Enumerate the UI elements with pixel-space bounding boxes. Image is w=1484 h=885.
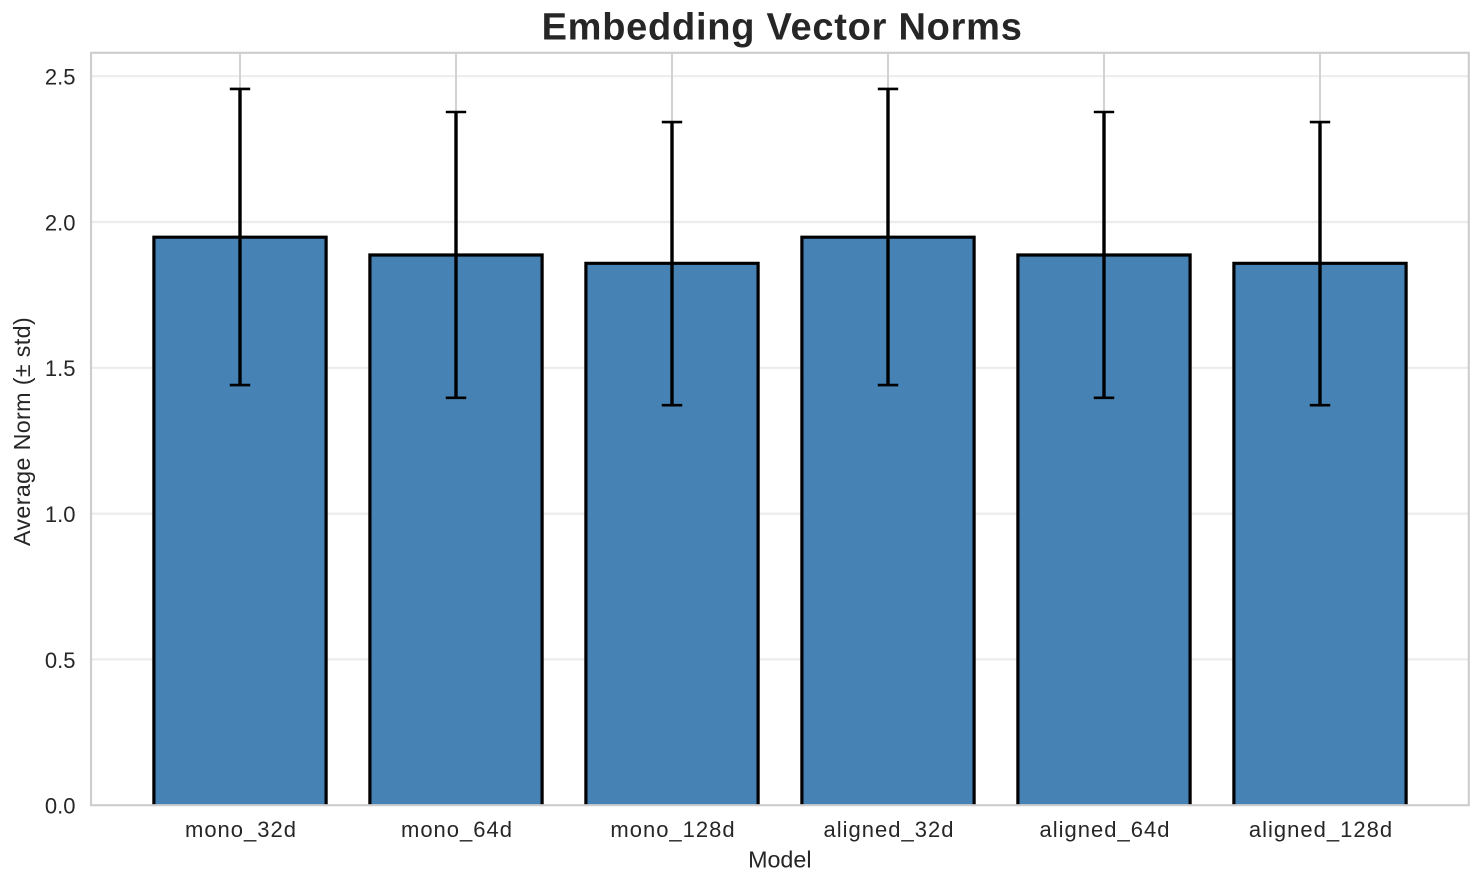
svg-text:mono_128d: mono_128d [610, 817, 735, 842]
svg-text:1.0: 1.0 [45, 502, 76, 527]
svg-text:aligned_64d: aligned_64d [1040, 817, 1171, 842]
svg-text:Average Norm (± std): Average Norm (± std) [9, 317, 35, 546]
svg-text:2.0: 2.0 [45, 210, 76, 235]
svg-text:mono_32d: mono_32d [185, 817, 297, 842]
svg-text:0.0: 0.0 [45, 794, 76, 819]
svg-text:aligned_32d: aligned_32d [824, 817, 955, 842]
svg-text:mono_64d: mono_64d [401, 817, 513, 842]
svg-text:1.5: 1.5 [45, 356, 76, 381]
svg-text:0.5: 0.5 [45, 648, 76, 673]
svg-text:2.5: 2.5 [45, 65, 76, 90]
svg-text:Embedding Vector Norms: Embedding Vector Norms [542, 7, 1023, 49]
svg-text:Model: Model [748, 847, 811, 873]
svg-text:aligned_128d: aligned_128d [1249, 817, 1393, 842]
